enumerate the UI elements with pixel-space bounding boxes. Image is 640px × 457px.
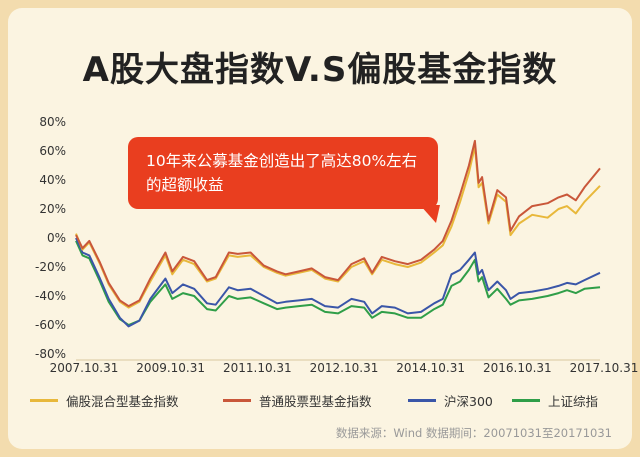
- legend-swatch: [512, 399, 540, 402]
- callout-text: 10年来公募基金创造出了高达80%左右的超额收益: [146, 149, 426, 197]
- legend-swatch: [223, 399, 251, 402]
- legend-item: 上证综指: [512, 391, 598, 410]
- legend-item: 偏股混合型基金指数: [30, 391, 179, 410]
- legend-label: 普通股票型基金指数: [259, 391, 372, 410]
- legend-label: 上证综指: [548, 391, 598, 410]
- x-tick-label: 2016.10.31: [483, 361, 552, 375]
- data-source-note: 数据来源：Wind 数据期间：20071031至20171031: [336, 425, 612, 441]
- y-tick-label: -20%: [35, 260, 66, 274]
- x-tick-label: 2011.10.31: [223, 361, 292, 375]
- y-tick-label: -80%: [35, 347, 66, 361]
- y-tick-label: 60%: [39, 144, 66, 158]
- callout-box: 10年来公募基金创造出了高达80%左右的超额收益: [128, 137, 438, 209]
- x-tick-label: 2014.10.31: [396, 361, 465, 375]
- x-tick-label: 2012.10.31: [310, 361, 379, 375]
- y-tick-label: -40%: [35, 289, 66, 303]
- series-line: [76, 241, 600, 325]
- y-tick-label: 40%: [39, 173, 66, 187]
- chart-legend: 偏股混合型基金指数 普通股票型基金指数 沪深300 上证综指: [30, 391, 630, 407]
- legend-label: 沪深300: [444, 391, 493, 410]
- x-tick-label: 2009.10.31: [136, 361, 205, 375]
- callout-tail: [420, 205, 440, 223]
- y-tick-label: 0%: [47, 231, 66, 245]
- legend-item: 普通股票型基金指数: [223, 391, 372, 410]
- y-tick-label: -60%: [35, 318, 66, 332]
- x-tick-label: 2017.10.31: [570, 361, 639, 375]
- legend-swatch: [30, 399, 58, 402]
- legend-swatch: [408, 399, 436, 402]
- legend-label: 偏股混合型基金指数: [66, 391, 179, 410]
- legend-item: 沪深300: [408, 391, 493, 410]
- y-tick-label: 80%: [39, 115, 66, 129]
- x-tick-label: 2007.10.31: [50, 361, 119, 375]
- y-tick-label: 20%: [39, 202, 66, 216]
